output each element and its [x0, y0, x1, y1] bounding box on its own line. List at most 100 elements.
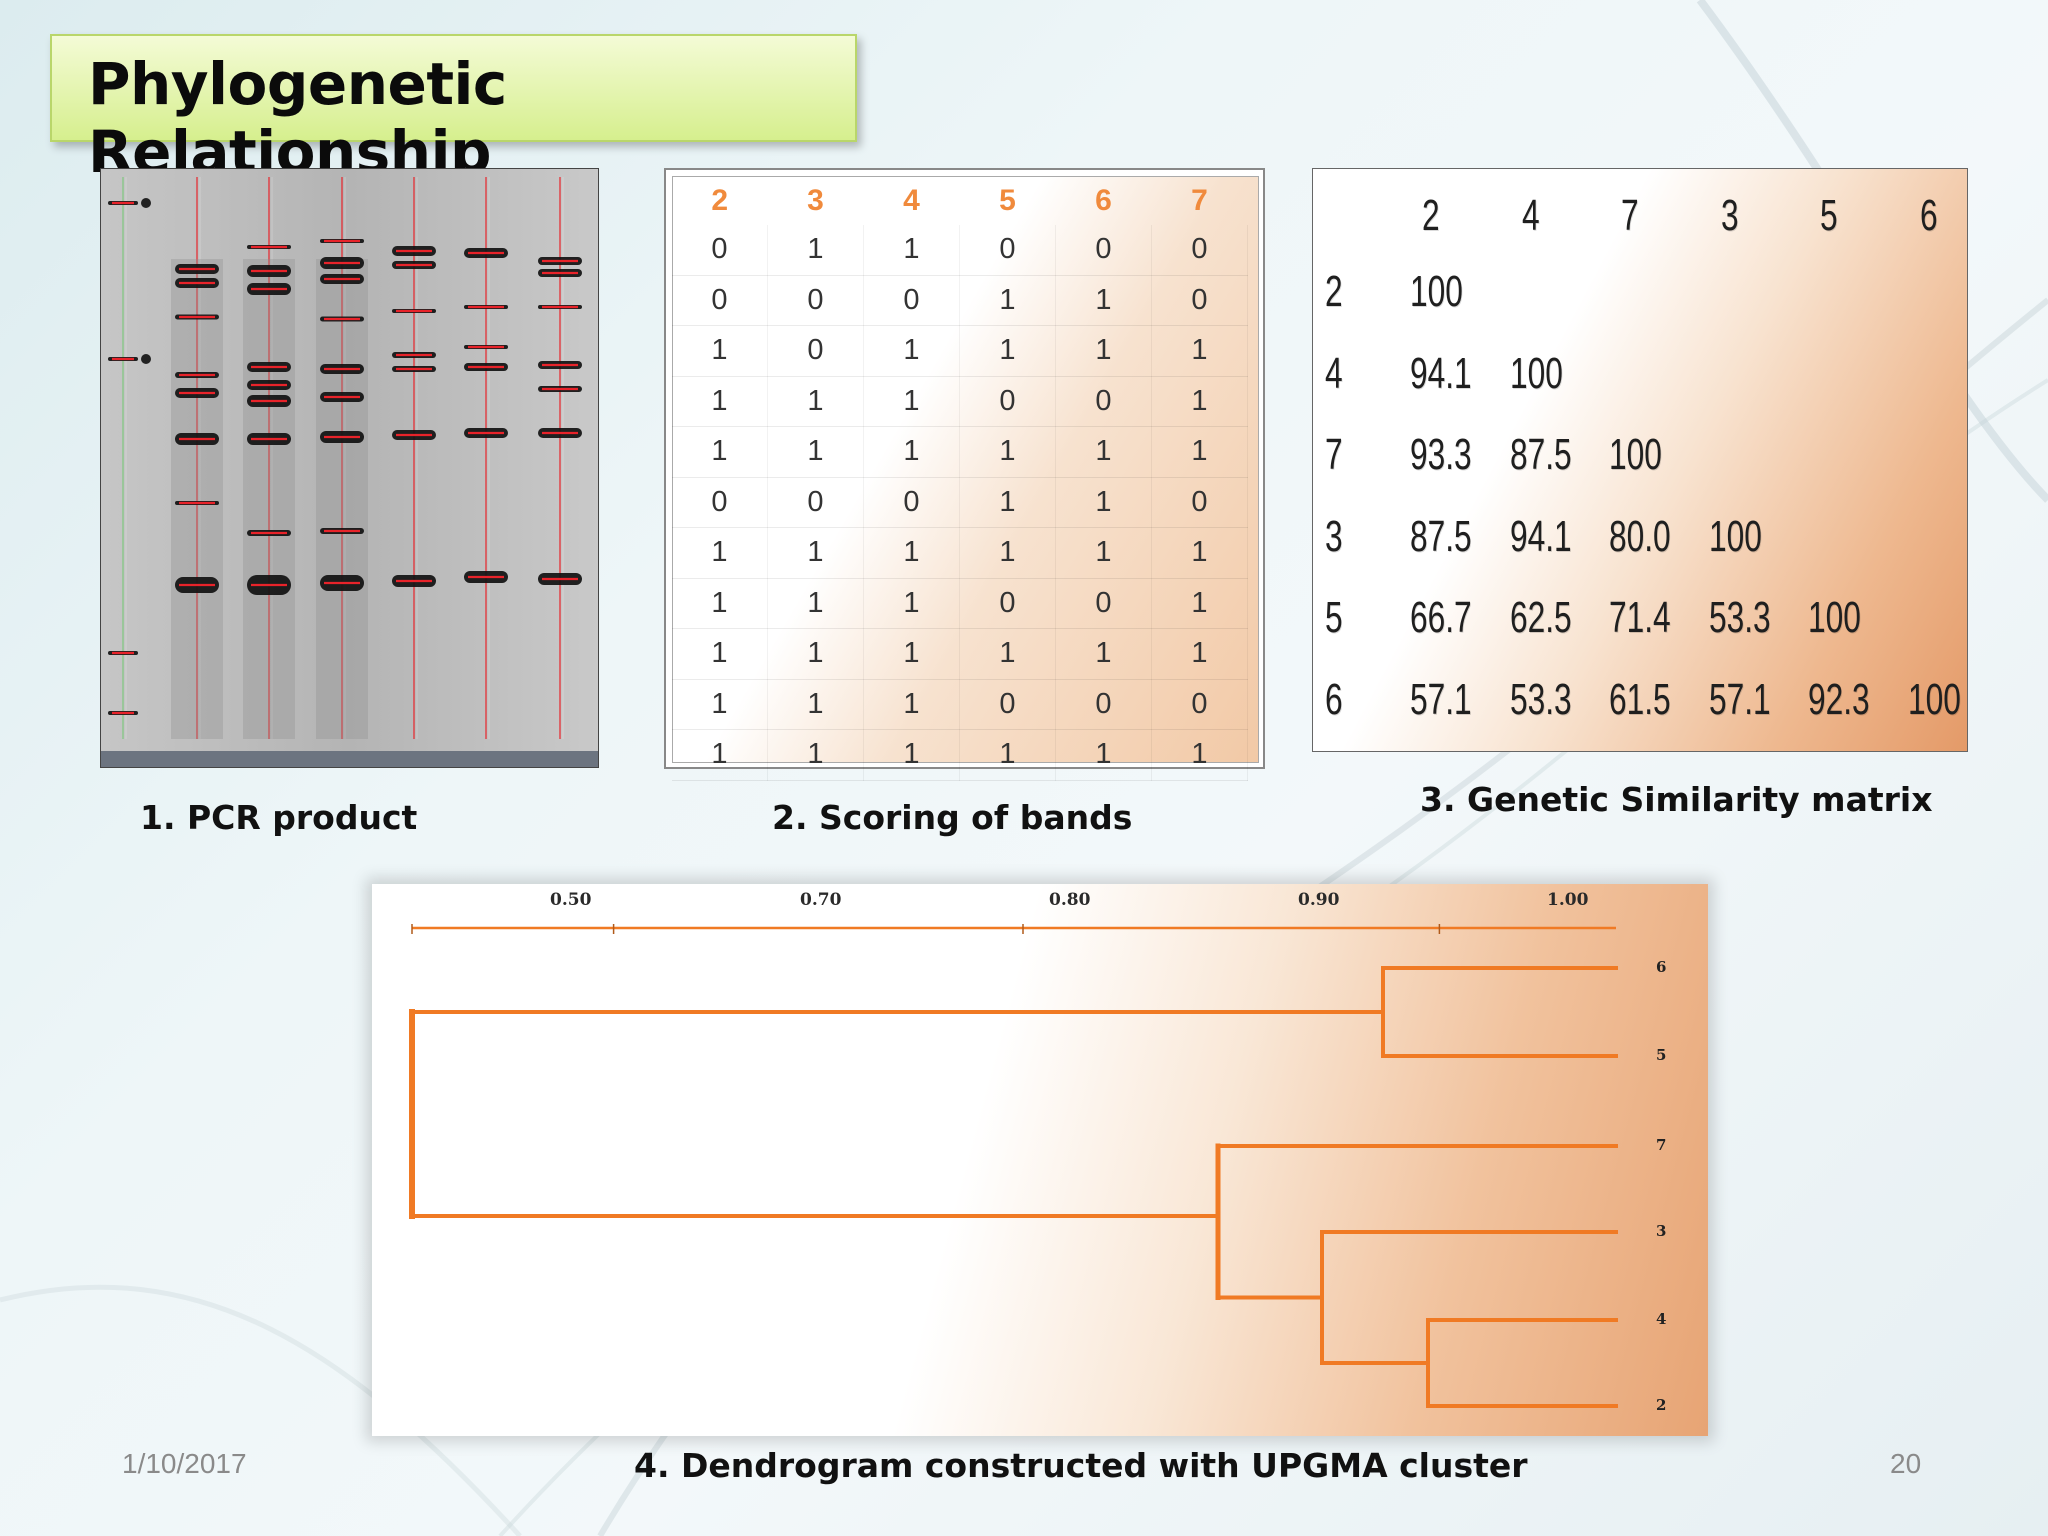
gel-smear: [243, 259, 295, 739]
scoring-header: 3: [807, 183, 824, 217]
scoring-cell: 1: [1151, 527, 1248, 579]
scoring-header: 2: [711, 183, 729, 217]
gel-graphic: [101, 169, 598, 767]
scoring-cell: 1: [863, 225, 960, 276]
scoring-cell: 1: [1055, 275, 1152, 326]
matrix-row-header: 5: [1325, 593, 1343, 642]
scoring-cell: 1: [959, 426, 1056, 478]
scoring-header: 4: [903, 183, 920, 217]
matrix-cell: 80.0: [1609, 511, 1671, 561]
scoring-cell: 1: [863, 325, 960, 377]
matrix-cell: 87.5: [1410, 511, 1472, 561]
scoring-cell: 1: [959, 729, 1056, 781]
matrix-row-header: 7: [1325, 430, 1343, 479]
matrix-column-header: 4: [1521, 191, 1540, 240]
scoring-cell: 0: [959, 225, 1056, 276]
scoring-cell: 1: [1055, 628, 1152, 680]
scoring-cell: 0: [959, 376, 1056, 427]
matrix-cell: 100: [1708, 511, 1762, 561]
scale-tick-label: 0.70: [800, 890, 842, 910]
scoring-cell: 0: [863, 477, 960, 528]
matrix-cell: 87.5: [1509, 430, 1572, 479]
matrix-cell: 100: [1509, 348, 1563, 398]
matrix-cell: 100: [1410, 267, 1463, 316]
scoring-cell: 0: [767, 325, 864, 377]
scoring-cell: 0: [1151, 275, 1248, 326]
scoring-cell: 0: [1151, 477, 1248, 528]
scoring-cell: 1: [767, 527, 864, 579]
matrix-column-header: 6: [1919, 191, 1938, 240]
dendrogram-background: [372, 884, 1708, 1436]
footer-date: 1/10/2017: [122, 1448, 247, 1479]
matrix-cell: 57.1: [1708, 674, 1771, 724]
scoring-cell: 0: [672, 225, 768, 276]
scoring-cell: 1: [672, 679, 768, 730]
scoring-cell: 1: [959, 275, 1056, 326]
scale-tick-label: 0.50: [550, 890, 592, 910]
scoring-cell: 1: [767, 729, 864, 781]
matrix-row-header: 3: [1325, 511, 1343, 561]
scoring-cell: 1: [863, 729, 960, 781]
scoring-cell: 0: [672, 477, 768, 528]
matrix-cell: 94.1: [1509, 511, 1572, 561]
matrix-cell: 100: [1907, 674, 1961, 724]
scoring-cell: 1: [672, 376, 768, 427]
caption-dendrogram: 4. Dendrogram constructed with UPGMA clu…: [634, 1446, 1528, 1485]
scoring-cell: 1: [959, 628, 1056, 680]
caption-similarity: 3. Genetic Similarity matrix: [1420, 780, 1933, 819]
gel-marker-dot: [141, 354, 151, 364]
matrix-row-header: 6: [1325, 674, 1343, 724]
scoring-cell: 1: [672, 527, 768, 579]
gel-smear: [171, 259, 223, 739]
scoring-cell: 1: [863, 679, 960, 730]
scale-tick-label: 1.00: [1547, 890, 1589, 910]
leaf-label: 5: [1656, 1046, 1667, 1064]
scoring-cell: 0: [1055, 679, 1152, 730]
matrix-row-header: 4: [1325, 348, 1343, 398]
gel-marker-dot: [141, 198, 151, 208]
scoring-cell: 1: [863, 578, 960, 629]
scoring-cell: 1: [1151, 325, 1248, 377]
scoring-cell: 1: [767, 578, 864, 629]
dendrogram-graphic: [409, 924, 1618, 1408]
caption-scoring: 2. Scoring of bands: [772, 798, 1133, 837]
scoring-header: 5: [999, 183, 1016, 217]
leaf-label: 7: [1656, 1136, 1667, 1154]
scoring-cell: 1: [672, 426, 768, 478]
pcr-gel-image: [100, 168, 599, 768]
matrix-column-header: 2: [1422, 191, 1440, 240]
matrix-cell: 53.3: [1708, 593, 1771, 642]
matrix-cell: 100: [1609, 430, 1662, 479]
scoring-cell: 1: [1151, 729, 1248, 781]
scoring-cell: 1: [863, 376, 960, 427]
scoring-cell: 0: [863, 275, 960, 326]
scoring-header: 6: [1095, 183, 1112, 217]
scoring-cell: 1: [672, 578, 768, 629]
scoring-cell: 0: [1055, 225, 1152, 276]
scoring-cell: 0: [1151, 225, 1248, 276]
leaf-label: 6: [1656, 958, 1667, 976]
scoring-header: 7: [1191, 183, 1208, 217]
scoring-cell: 0: [767, 275, 864, 326]
scoring-cell: 1: [767, 679, 864, 730]
scoring-cell: 1: [1151, 578, 1248, 629]
title-box: Phylogenetic Relationship: [50, 34, 857, 186]
scoring-cell: 1: [672, 325, 768, 377]
scale-tick-label: 0.90: [1298, 890, 1340, 910]
matrix-cell: 57.1: [1410, 674, 1472, 724]
scoring-cell: 0: [959, 578, 1056, 629]
leaf-label: 3: [1656, 1222, 1667, 1240]
scoring-cell: 1: [672, 628, 768, 680]
gel-smear: [316, 259, 368, 739]
matrix-column-header: 5: [1820, 191, 1838, 240]
